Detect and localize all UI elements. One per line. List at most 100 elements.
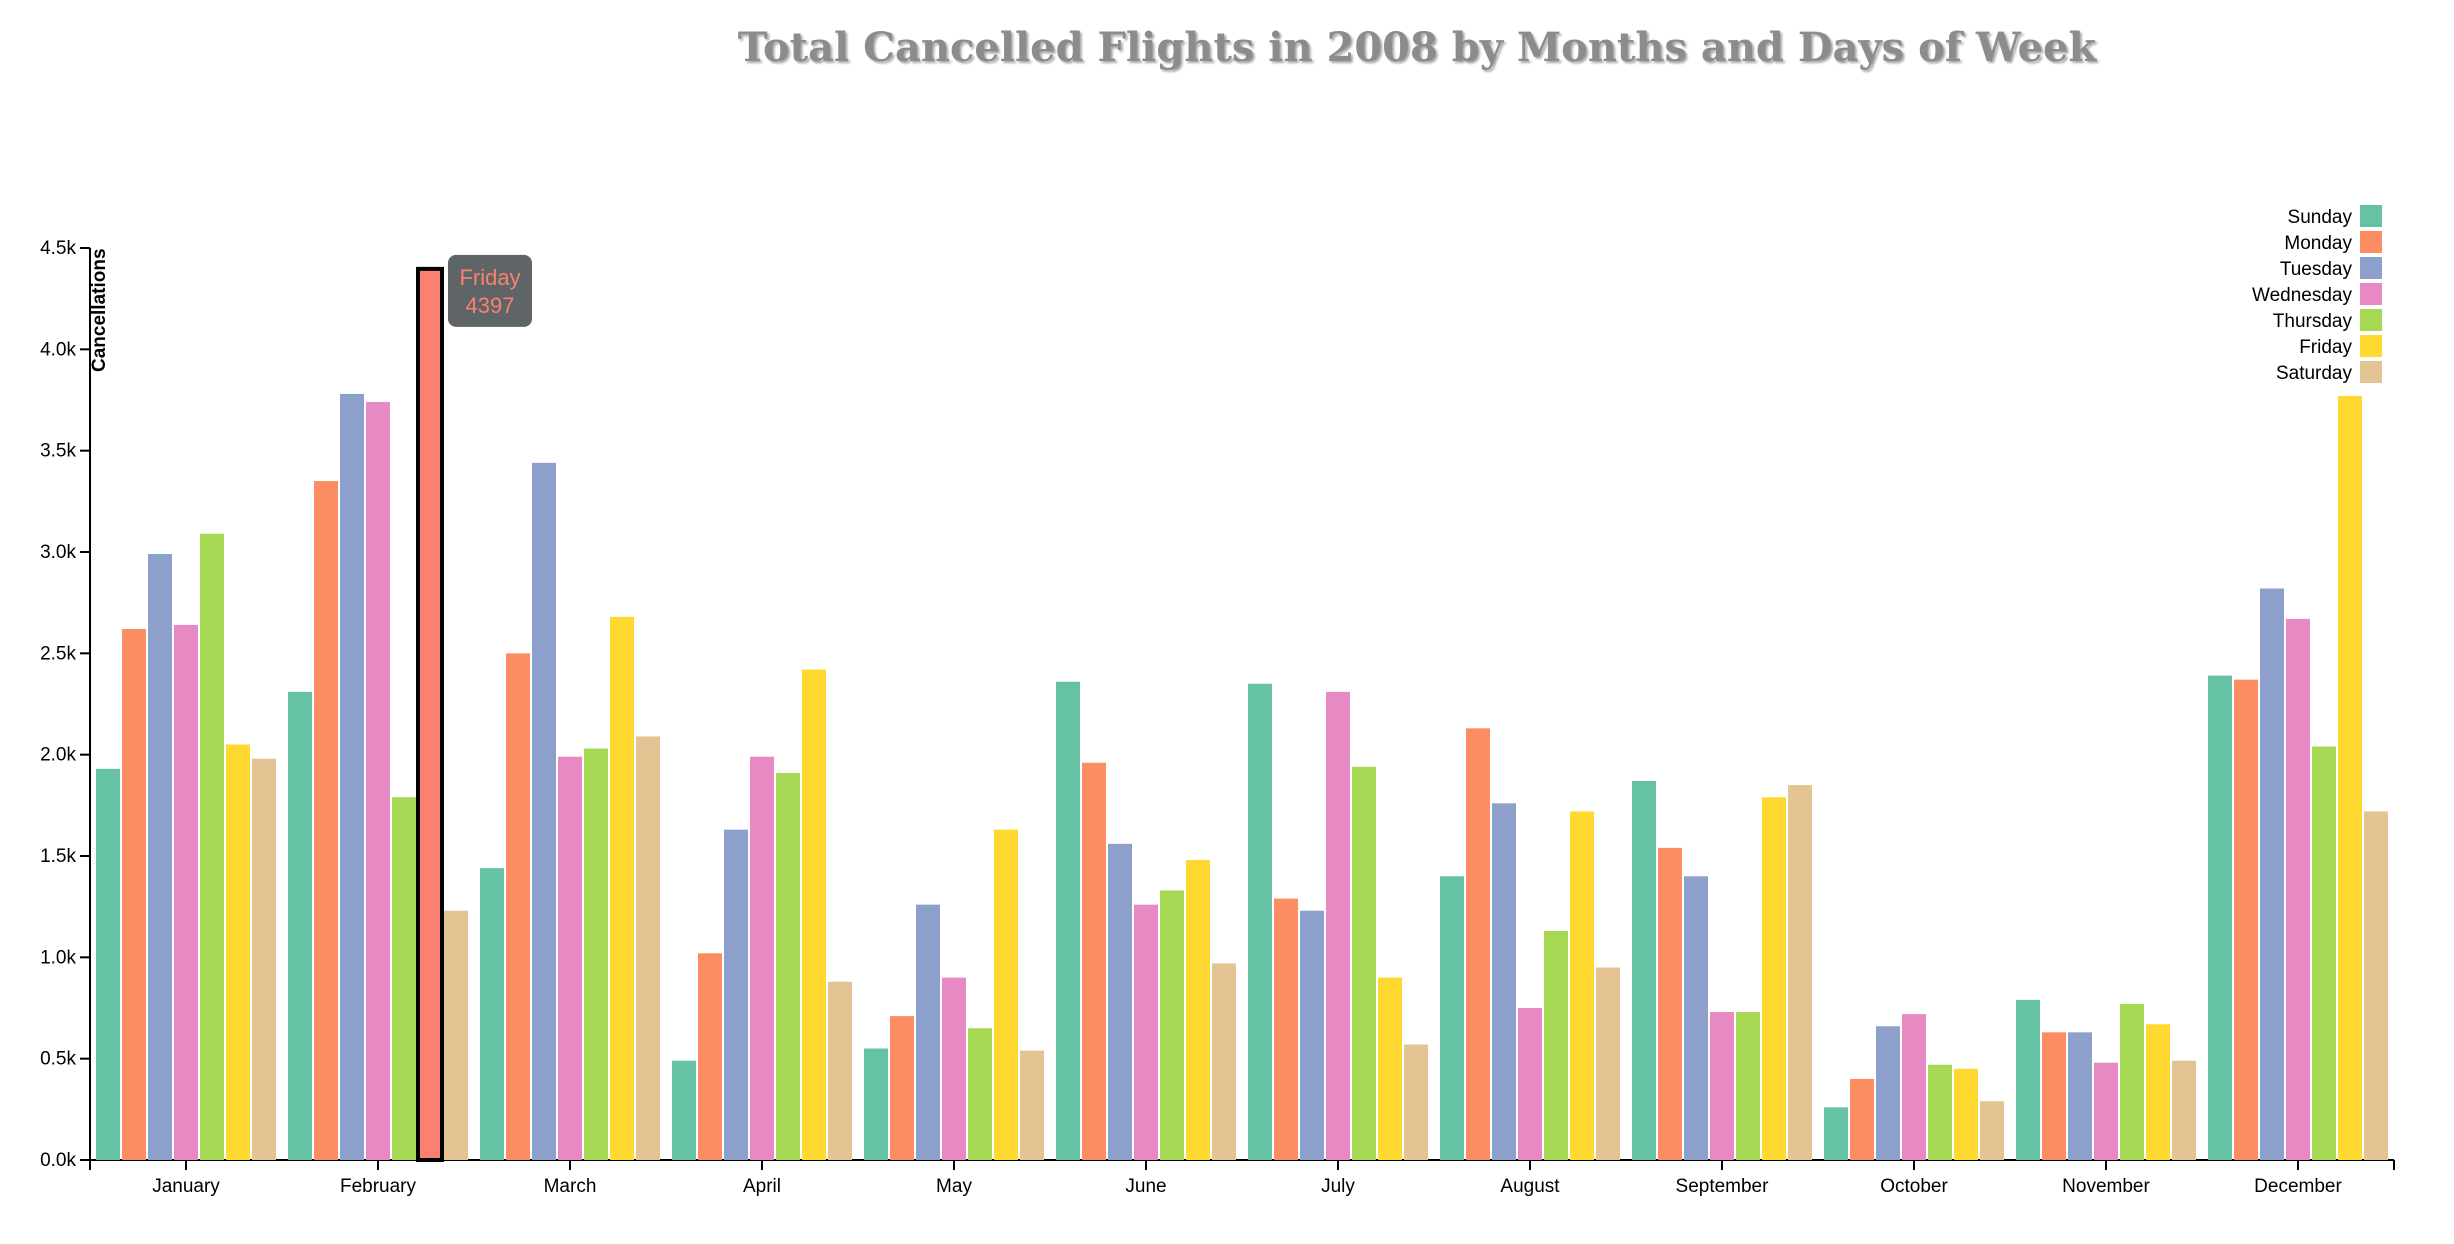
bar-wednesday-february	[366, 402, 390, 1160]
x-tick-label: June	[1125, 1176, 1166, 1197]
bar-sunday-july	[1248, 683, 1272, 1160]
bar-friday-february	[416, 266, 444, 1162]
bar-monday-march	[506, 653, 530, 1160]
bar-thursday-march	[584, 748, 608, 1160]
bar-thursday-february	[392, 797, 416, 1160]
bar-thursday-december	[2312, 746, 2336, 1160]
bar-thursday-january	[200, 533, 224, 1160]
bar-thursday-july	[1352, 766, 1376, 1160]
bar-sunday-april	[672, 1060, 696, 1160]
bar-sunday-november	[2016, 999, 2040, 1160]
y-tick-label: 4.5k	[40, 238, 76, 259]
bar-wednesday-october	[1902, 1014, 1926, 1160]
bar-tuesday-march	[532, 462, 556, 1160]
bar-thursday-october	[1928, 1064, 1952, 1160]
legend-swatch-wednesday	[2360, 283, 2382, 305]
x-tick-label: March	[544, 1176, 597, 1197]
x-tick-label: November	[2062, 1176, 2150, 1197]
bar-tuesday-august	[1492, 803, 1516, 1160]
bar-monday-july	[1274, 898, 1298, 1160]
bar-wednesday-august	[1518, 1008, 1542, 1160]
bar-saturday-november	[2172, 1060, 2196, 1160]
bar-monday-february	[314, 481, 338, 1161]
bar-tuesday-february	[340, 393, 364, 1160]
x-tick-label: April	[743, 1176, 781, 1197]
bar-wednesday-december	[2286, 618, 2310, 1160]
bar-saturday-february	[444, 910, 468, 1160]
y-tick-label: 4.0k	[40, 339, 76, 360]
bar-saturday-august	[1596, 967, 1620, 1160]
x-tick-label: February	[340, 1176, 417, 1197]
legend-swatch-saturday	[2360, 361, 2382, 383]
x-tick-label: July	[1321, 1176, 1355, 1197]
x-tick-label: May	[936, 1176, 972, 1197]
x-axis: January February March April May June July Augu…	[89, 1159, 2395, 1197]
x-tick-label: January	[152, 1176, 220, 1197]
bar-thursday-august	[1544, 930, 1568, 1160]
bar-friday-november	[2146, 1024, 2170, 1160]
bar-wednesday-march	[558, 756, 582, 1160]
bar-saturday-september	[1788, 785, 1812, 1160]
bar-thursday-september	[1736, 1012, 1760, 1160]
bar-sunday-august	[1440, 876, 1464, 1160]
bar-friday-may	[994, 829, 1018, 1160]
bar-sunday-february	[288, 691, 312, 1160]
y-tick-label: 3.0k	[40, 542, 76, 563]
tooltip-label: Friday	[459, 265, 520, 290]
bar-saturday-october	[1980, 1101, 2004, 1160]
y-tick-label: 0.0k	[40, 1150, 76, 1171]
bar-friday-march	[610, 616, 634, 1160]
y-tick-label: 0.5k	[40, 1049, 76, 1070]
bar-wednesday-april	[750, 756, 774, 1160]
bar-tuesday-november	[2068, 1032, 2092, 1160]
bar-friday-july	[1378, 977, 1402, 1160]
bar-saturday-march	[636, 736, 660, 1160]
bar-thursday-november	[2120, 1003, 2144, 1160]
bar-friday-august	[1570, 811, 1594, 1160]
bar-monday-october	[1850, 1078, 1874, 1160]
legend-label-saturday: Saturday	[2276, 363, 2353, 384]
bar-monday-september	[1658, 847, 1682, 1160]
bar-tuesday-september	[1684, 876, 1708, 1160]
bar-monday-may	[890, 1016, 914, 1160]
bar-tuesday-january	[148, 554, 172, 1160]
bar-friday-september	[1762, 797, 1786, 1160]
tooltip-value: 4397	[466, 293, 515, 318]
bar-monday-december	[2234, 679, 2258, 1160]
bar-sunday-march	[480, 868, 504, 1160]
bar-tuesday-july	[1300, 910, 1324, 1160]
bar-sunday-october	[1824, 1107, 1848, 1160]
bar-saturday-may	[1020, 1050, 1044, 1160]
bar-saturday-july	[1404, 1044, 1428, 1160]
bar-wednesday-november	[2094, 1062, 2118, 1160]
bar-friday-january	[226, 744, 250, 1160]
legend-label-thursday: Thursday	[2273, 311, 2353, 332]
bar-monday-june	[1082, 762, 1106, 1160]
legend-label-friday: Friday	[2299, 337, 2352, 358]
bar-wednesday-september	[1710, 1012, 1734, 1160]
bar-wednesday-june	[1134, 904, 1158, 1160]
bar-tuesday-october	[1876, 1026, 1900, 1160]
chart-title: Total Cancelled Flights in 2008 by Month…	[737, 24, 2097, 71]
legend-swatch-friday	[2360, 335, 2382, 357]
bar-sunday-may	[864, 1048, 888, 1160]
legend-label-monday: Monday	[2284, 233, 2352, 254]
bar-monday-april	[698, 953, 722, 1160]
bar-sunday-december	[2208, 675, 2232, 1160]
bar-tuesday-june	[1108, 843, 1132, 1160]
tooltip-box	[448, 254, 532, 327]
x-tick-label: December	[2254, 1176, 2342, 1197]
legend-swatch-sunday	[2360, 205, 2382, 227]
legend-swatch-thursday	[2360, 309, 2382, 331]
bars	[96, 266, 2388, 1162]
y-tick-label: 1.0k	[40, 947, 76, 968]
bar-thursday-june	[1160, 890, 1184, 1160]
bar-sunday-september	[1632, 781, 1656, 1160]
bar-thursday-may	[968, 1028, 992, 1160]
tooltip: Friday 4397	[448, 254, 532, 327]
bar-sunday-june	[1056, 681, 1080, 1160]
bar-sunday-january	[96, 768, 120, 1160]
y-axis: 0.0k 0.5k 1.0k 1.5k 2.0k 2.5k 3.0k 3.5k 4.0k 4.5k	[40, 238, 91, 1171]
legend-swatch-tuesday	[2360, 257, 2382, 279]
